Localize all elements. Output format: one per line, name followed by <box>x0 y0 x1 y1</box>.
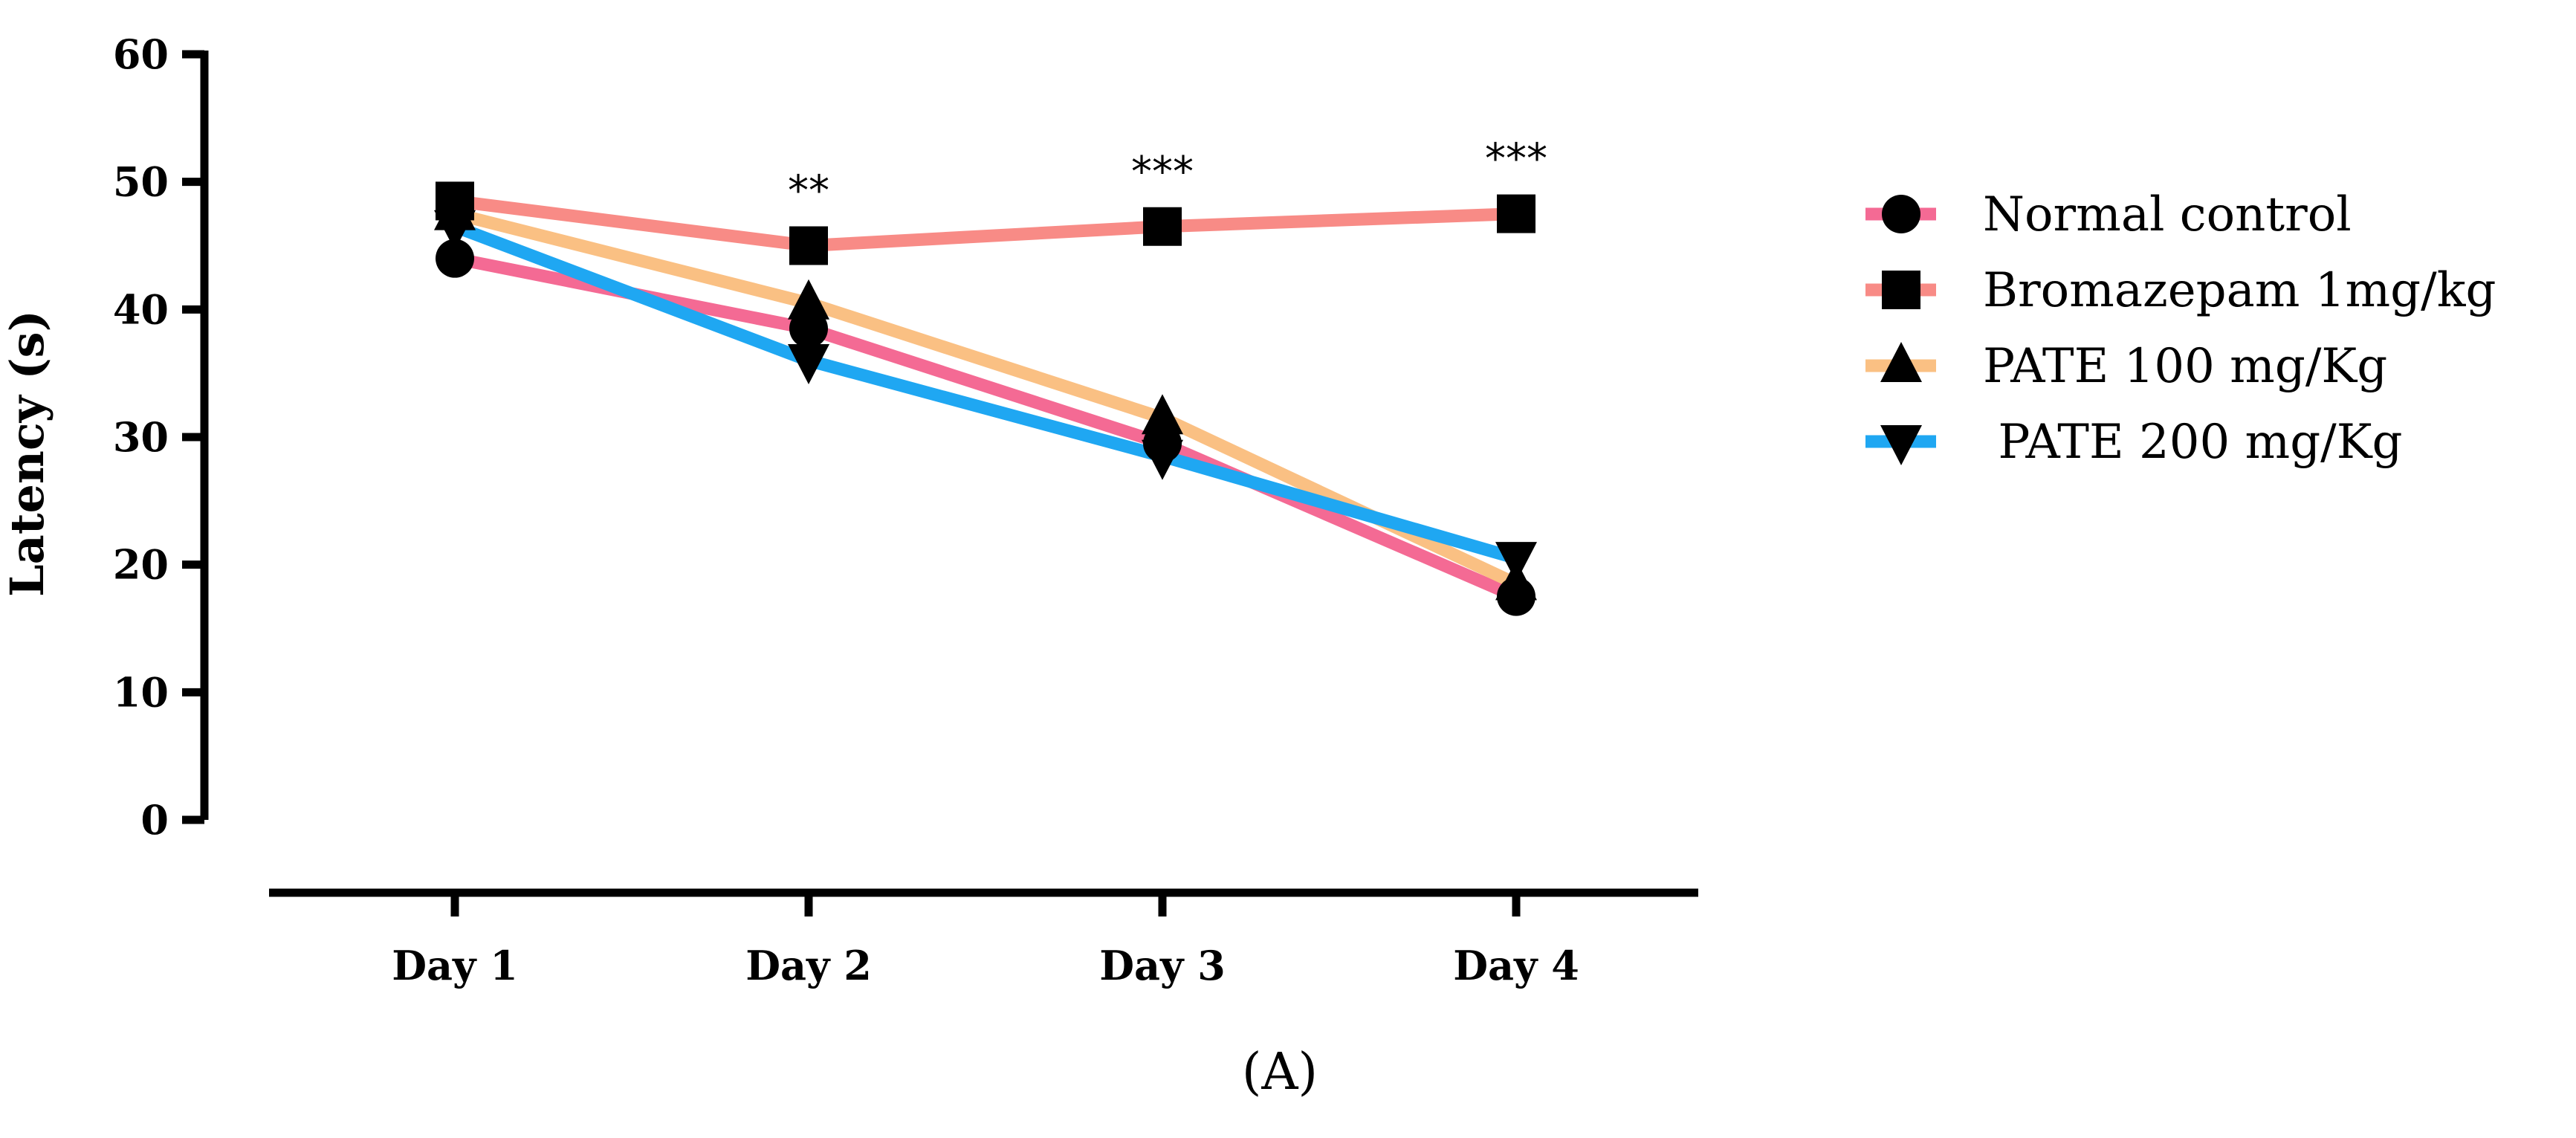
legend-marker <box>1880 342 1922 382</box>
legend-label: PATE 200 mg/Kg <box>1983 415 2403 470</box>
legend-marker <box>1880 425 1922 465</box>
x-ticks: Day 1 Day 2 Day 3 Day 4 <box>392 893 1579 989</box>
x-tick-label: Day 4 <box>1453 942 1579 989</box>
data-point <box>436 239 474 278</box>
y-ticks: 0 10 20 30 40 50 60 <box>113 30 204 844</box>
series-line <box>448 252 1523 604</box>
significance-label: ** <box>788 167 829 216</box>
data-point <box>1142 439 1183 480</box>
data-point <box>1142 394 1183 435</box>
data-point <box>788 279 829 320</box>
y-tick-label: 50 <box>113 158 169 206</box>
panel-caption: (A) <box>1242 1043 1318 1102</box>
series-line <box>448 194 1523 252</box>
legend-label: PATE 100 mg/Kg <box>1983 339 2387 394</box>
legend-marker <box>1882 271 1920 309</box>
significance-labels: ** *** *** <box>788 135 1547 216</box>
y-axis-label: Latency (s) <box>0 310 54 597</box>
x-tick-label: Day 3 <box>1099 942 1226 989</box>
significance-label: *** <box>1131 148 1194 196</box>
series-markers <box>434 181 1537 616</box>
legend: Normal control Bromazepam 1mg/kg PATE 100 … <box>1865 187 2496 470</box>
legend-label: Normal control <box>1983 187 2352 242</box>
y-tick-label: 0 <box>140 796 169 844</box>
data-point <box>788 344 829 384</box>
y-tick-label: 20 <box>113 541 169 589</box>
data-point <box>434 210 476 250</box>
x-tick-label: Day 1 <box>392 942 518 989</box>
data-point <box>1495 542 1537 583</box>
data-point <box>789 226 828 265</box>
data-point <box>1143 207 1182 246</box>
significance-label: *** <box>1485 135 1547 184</box>
legend-marker <box>1882 195 1920 233</box>
legend-label: Bromazepam 1mg/kg <box>1983 263 2496 318</box>
y-tick-label: 40 <box>113 285 169 333</box>
series-line <box>448 220 1523 565</box>
y-tick-label: 60 <box>113 30 169 78</box>
x-tick-label: Day 2 <box>745 942 872 989</box>
y-tick-label: 30 <box>113 413 169 461</box>
data-point <box>1497 194 1535 233</box>
series-lines <box>448 194 1523 604</box>
y-tick-label: 10 <box>113 668 169 716</box>
